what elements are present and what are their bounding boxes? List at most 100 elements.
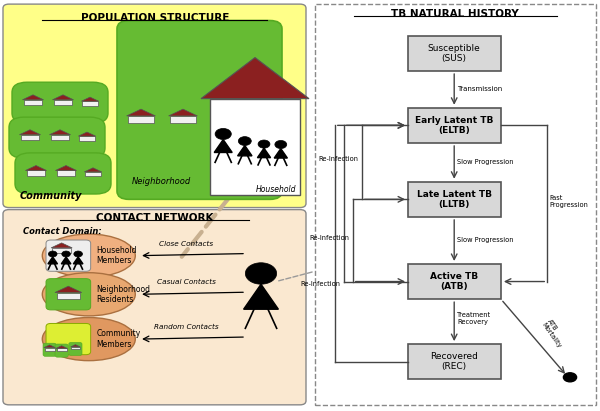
Polygon shape: [54, 100, 72, 105]
Circle shape: [245, 263, 277, 284]
Text: Susceptible
(SUS): Susceptible (SUS): [428, 44, 481, 63]
Text: Fast
Progression: Fast Progression: [550, 195, 589, 208]
Text: Neighborhood: Neighborhood: [132, 177, 191, 186]
Text: Household
Members: Household Members: [96, 246, 137, 266]
Polygon shape: [257, 148, 271, 158]
Text: TB NATURAL HISTORY: TB NATURAL HISTORY: [391, 9, 518, 19]
Polygon shape: [214, 140, 232, 152]
Polygon shape: [274, 149, 287, 158]
FancyBboxPatch shape: [408, 36, 500, 71]
FancyBboxPatch shape: [69, 342, 82, 356]
Polygon shape: [85, 168, 101, 172]
Polygon shape: [56, 293, 80, 299]
Polygon shape: [79, 136, 95, 141]
Text: Transmission: Transmission: [457, 86, 502, 92]
Circle shape: [258, 140, 270, 148]
Text: Slow Progression: Slow Progression: [457, 159, 514, 165]
FancyBboxPatch shape: [46, 323, 91, 355]
Text: POPULATION STRUCTURE: POPULATION STRUCTURE: [80, 13, 229, 23]
Polygon shape: [201, 58, 309, 99]
Text: Late Latent TB
(LLTB): Late Latent TB (LLTB): [416, 189, 492, 209]
Text: Early Latent TB
(ELTB): Early Latent TB (ELTB): [415, 115, 493, 135]
FancyBboxPatch shape: [408, 108, 500, 143]
FancyBboxPatch shape: [315, 4, 596, 405]
Polygon shape: [169, 109, 197, 116]
Polygon shape: [79, 132, 95, 136]
FancyBboxPatch shape: [46, 240, 91, 271]
FancyBboxPatch shape: [15, 153, 111, 194]
FancyBboxPatch shape: [408, 182, 500, 217]
Polygon shape: [127, 109, 155, 116]
Circle shape: [238, 136, 251, 145]
Polygon shape: [25, 166, 47, 171]
Text: Household: Household: [256, 185, 296, 194]
Text: Active TB
(ATB): Active TB (ATB): [430, 272, 478, 291]
Circle shape: [563, 373, 577, 382]
Polygon shape: [238, 145, 252, 156]
Text: Contact Domain:: Contact Domain:: [23, 227, 101, 236]
FancyBboxPatch shape: [408, 344, 500, 379]
Polygon shape: [71, 347, 80, 349]
Polygon shape: [170, 116, 196, 123]
Text: Community
Members: Community Members: [96, 329, 140, 349]
FancyBboxPatch shape: [46, 279, 91, 310]
Polygon shape: [52, 95, 74, 100]
Text: ATB
Mortality: ATB Mortality: [540, 318, 568, 349]
FancyBboxPatch shape: [3, 4, 306, 208]
Text: Slow Progression: Slow Progression: [457, 238, 514, 243]
Text: Recovered
(REC): Recovered (REC): [430, 352, 478, 372]
Polygon shape: [56, 349, 67, 351]
Text: Random Contacts: Random Contacts: [154, 324, 218, 330]
Polygon shape: [44, 348, 55, 351]
Text: Re-Infection: Re-Infection: [301, 281, 341, 286]
Polygon shape: [71, 344, 80, 347]
Polygon shape: [19, 130, 41, 135]
FancyBboxPatch shape: [3, 210, 306, 405]
Polygon shape: [56, 346, 67, 349]
Polygon shape: [55, 286, 82, 293]
Text: Close Contacts: Close Contacts: [159, 240, 213, 247]
FancyBboxPatch shape: [210, 99, 300, 195]
Polygon shape: [61, 257, 71, 264]
Polygon shape: [51, 135, 69, 140]
FancyBboxPatch shape: [9, 117, 105, 158]
Circle shape: [275, 141, 287, 148]
Polygon shape: [49, 130, 71, 135]
Polygon shape: [211, 111, 239, 118]
FancyBboxPatch shape: [43, 343, 56, 356]
Polygon shape: [128, 116, 154, 123]
Polygon shape: [22, 95, 44, 100]
Ellipse shape: [42, 234, 136, 277]
Polygon shape: [51, 243, 72, 248]
FancyBboxPatch shape: [12, 82, 108, 123]
Polygon shape: [82, 97, 98, 101]
Polygon shape: [244, 284, 278, 309]
Text: Re-Infection: Re-Infection: [310, 236, 350, 241]
Polygon shape: [212, 118, 238, 125]
FancyBboxPatch shape: [55, 344, 68, 357]
Circle shape: [62, 251, 70, 257]
Text: Re-Infection: Re-Infection: [319, 157, 359, 162]
FancyBboxPatch shape: [408, 264, 500, 299]
Polygon shape: [82, 101, 98, 106]
Text: Treatment
Recovery: Treatment Recovery: [457, 312, 491, 325]
Circle shape: [215, 128, 232, 139]
Polygon shape: [24, 100, 42, 105]
Text: Casual Contacts: Casual Contacts: [157, 279, 215, 285]
Text: Neighborhood
Residents: Neighborhood Residents: [96, 284, 150, 304]
Ellipse shape: [42, 317, 136, 361]
Text: CONTACT NETWORK: CONTACT NETWORK: [96, 213, 214, 223]
FancyBboxPatch shape: [117, 21, 282, 199]
Polygon shape: [57, 171, 75, 176]
Polygon shape: [27, 171, 45, 176]
Polygon shape: [44, 345, 55, 348]
Polygon shape: [55, 166, 77, 171]
Polygon shape: [21, 135, 39, 140]
Text: Community: Community: [19, 192, 82, 201]
Ellipse shape: [42, 273, 136, 316]
Polygon shape: [73, 257, 83, 264]
Polygon shape: [85, 172, 101, 176]
Polygon shape: [48, 257, 58, 264]
Circle shape: [74, 251, 82, 257]
Circle shape: [49, 251, 57, 257]
